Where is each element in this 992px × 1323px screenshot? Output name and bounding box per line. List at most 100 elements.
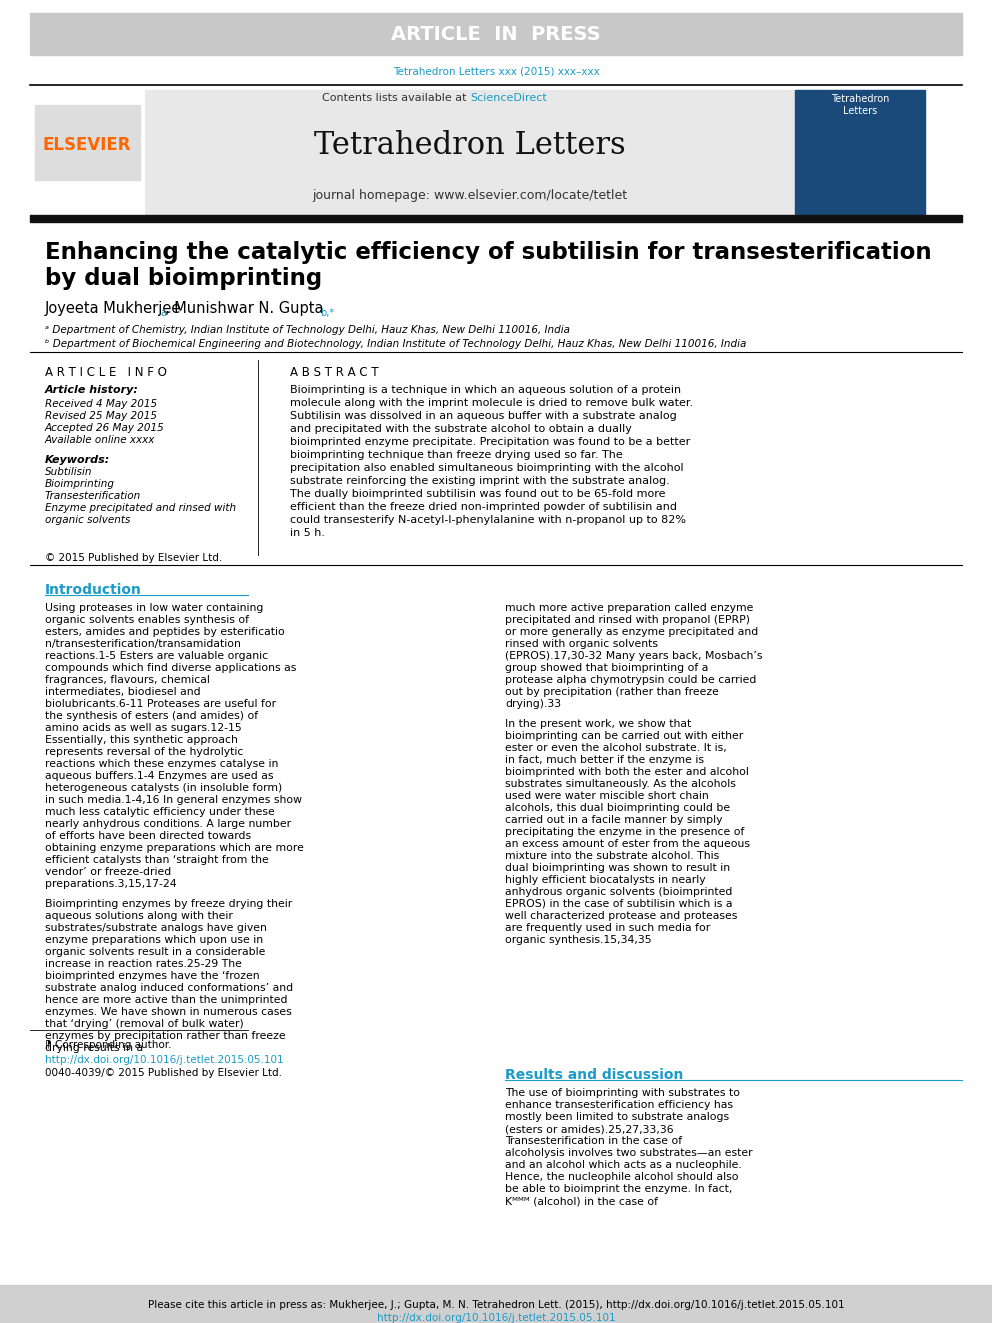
Text: mixture into the substrate alcohol. This: mixture into the substrate alcohol. This [505,851,719,861]
Text: or more generally as enzyme precipitated and: or more generally as enzyme precipitated… [505,627,758,636]
Text: that ‘drying’ (removal of bulk water): that ‘drying’ (removal of bulk water) [45,1019,244,1029]
Text: the synthesis of esters (and amides) of: the synthesis of esters (and amides) of [45,710,258,721]
Text: are frequently used in such media for: are frequently used in such media for [505,923,710,933]
Text: Subtilisin was dissolved in an aqueous buffer with a substrate analog: Subtilisin was dissolved in an aqueous b… [290,411,677,421]
Text: Article history:: Article history: [45,385,139,396]
Bar [145,90,795,216]
Bar [30,13,962,56]
Text: of efforts have been directed towards: of efforts have been directed towards [45,831,251,841]
Text: dual bioimprinting was shown to result in: dual bioimprinting was shown to result i… [505,863,730,873]
Text: substrates/substrate analogs have given: substrates/substrate analogs have given [45,923,267,933]
Text: reactions.1-5 Esters are valuable organic: reactions.1-5 Esters are valuable organi… [45,651,268,662]
Text: ᵃ Department of Chemistry, Indian Institute of Technology Delhi, Hauz Khas, New : ᵃ Department of Chemistry, Indian Instit… [45,325,570,335]
Text: Enzyme precipitated and rinsed with: Enzyme precipitated and rinsed with [45,503,236,513]
Text: Revised 25 May 2015: Revised 25 May 2015 [45,411,157,421]
Text: much less catalytic efficiency under these: much less catalytic efficiency under the… [45,807,275,818]
Text: mostly been limited to substrate analogs: mostly been limited to substrate analogs [505,1113,729,1122]
Text: drying results in a: drying results in a [45,1043,143,1053]
Text: alcohols, this dual bioimprinting could be: alcohols, this dual bioimprinting could … [505,803,730,814]
Text: in such media.1-4,16 In general enzymes show: in such media.1-4,16 In general enzymes … [45,795,302,804]
Text: be able to bioimprint the enzyme. In fact,: be able to bioimprint the enzyme. In fac… [505,1184,732,1193]
Text: increase in reaction rates.25-29 The: increase in reaction rates.25-29 The [45,959,242,968]
Text: ᵇ Department of Biochemical Engineering and Biotechnology, Indian Institute of T: ᵇ Department of Biochemical Engineering … [45,339,746,349]
Text: rinsed with organic solvents: rinsed with organic solvents [505,639,658,650]
Text: organic synthesis.15,34,35: organic synthesis.15,34,35 [505,935,652,945]
Text: substrate reinforcing the existing imprint with the substrate analog.: substrate reinforcing the existing impri… [290,476,670,486]
Text: Bioimprinting is a technique in which an aqueous solution of a protein: Bioimprinting is a technique in which an… [290,385,682,396]
Text: enzyme preparations which upon use in: enzyme preparations which upon use in [45,935,263,945]
Text: Bioimprinting enzymes by freeze drying their: Bioimprinting enzymes by freeze drying t… [45,900,293,909]
Text: carried out in a facile manner by simply: carried out in a facile manner by simply [505,815,722,826]
Text: A B S T R A C T: A B S T R A C T [290,365,379,378]
Text: drying).33: drying).33 [505,699,561,709]
Text: Kᴹᴹᴹ (alcohol) in the case of: Kᴹᴹᴹ (alcohol) in the case of [505,1196,658,1207]
Text: nearly anhydrous conditions. A large number: nearly anhydrous conditions. A large num… [45,819,291,830]
Text: Contents lists available at: Contents lists available at [322,93,470,103]
Text: Please cite this article in press as: Mukherjee, J.; Gupta, M. N. Tetrahedron Le: Please cite this article in press as: Mu… [148,1301,844,1310]
Text: much more active preparation called enzyme: much more active preparation called enzy… [505,603,753,613]
Text: A R T I C L E   I N F O: A R T I C L E I N F O [45,365,167,378]
Bar [35,105,140,180]
Text: http://dx.doi.org/10.1016/j.tetlet.2015.05.101: http://dx.doi.org/10.1016/j.tetlet.2015.… [45,1054,284,1065]
Text: n/transesterification/transamidation: n/transesterification/transamidation [45,639,241,650]
Text: Tetrahedron Letters: Tetrahedron Letters [314,130,626,160]
Text: amino acids as well as sugars.12-15: amino acids as well as sugars.12-15 [45,722,242,733]
Text: (EPROS).17,30-32 Many years back, Mosbach’s: (EPROS).17,30-32 Many years back, Mosbac… [505,651,763,662]
Text: in 5 h.: in 5 h. [290,528,325,538]
Text: The dually bioimprinted subtilisin was found out to be 65-fold more: The dually bioimprinted subtilisin was f… [290,490,666,499]
Text: compounds which find diverse applications as: compounds which find diverse application… [45,663,297,673]
Text: , Munishwar N. Gupta: , Munishwar N. Gupta [165,300,323,315]
Text: hence are more active than the unimprinted: hence are more active than the unimprint… [45,995,288,1005]
Text: reactions which these enzymes catalyse in: reactions which these enzymes catalyse i… [45,759,279,769]
Text: precipitating the enzyme in the presence of: precipitating the enzyme in the presence… [505,827,744,837]
Text: substrate analog induced conformations’ and: substrate analog induced conformations’ … [45,983,293,994]
Text: bioimprinted with both the ester and alcohol: bioimprinted with both the ester and alc… [505,767,749,777]
Text: Introduction: Introduction [45,583,142,597]
Text: organic solvents result in a considerable: organic solvents result in a considerabl… [45,947,266,957]
Text: preparations.3,15,17-24: preparations.3,15,17-24 [45,878,177,889]
Text: ⁋ Corresponding author.: ⁋ Corresponding author. [45,1040,172,1050]
Text: fragrances, flavours, chemical: fragrances, flavours, chemical [45,675,210,685]
Text: molecule along with the imprint molecule is dried to remove bulk water.: molecule along with the imprint molecule… [290,398,693,407]
Text: a: a [160,308,166,318]
Bar [30,90,145,216]
Bar [795,90,925,216]
Text: heterogeneous catalysts (in insoluble form): heterogeneous catalysts (in insoluble fo… [45,783,283,792]
Text: ARTICLE  IN  PRESS: ARTICLE IN PRESS [391,25,601,44]
Text: enzymes by precipitation rather than freeze: enzymes by precipitation rather than fre… [45,1031,286,1041]
Text: represents reversal of the hydrolytic: represents reversal of the hydrolytic [45,747,243,757]
Text: in fact, much better if the enzyme is: in fact, much better if the enzyme is [505,755,704,765]
Text: Using proteases in low water containing: Using proteases in low water containing [45,603,263,613]
Text: used were water miscible short chain: used were water miscible short chain [505,791,708,800]
Text: aqueous buffers.1-4 Enzymes are used as: aqueous buffers.1-4 Enzymes are used as [45,771,274,781]
Text: could transesterify N-acetyl-l-phenylalanine with n-propanol up to 82%: could transesterify N-acetyl-l-phenylala… [290,515,686,525]
Bar [0,1285,992,1323]
Text: Hence, the nucleophile alcohol should also: Hence, the nucleophile alcohol should al… [505,1172,738,1181]
Text: bioimprinting can be carried out with either: bioimprinting can be carried out with ei… [505,732,743,741]
Text: bioimprinted enzymes have the ‘frozen: bioimprinted enzymes have the ‘frozen [45,971,260,980]
Text: Essentially, this synthetic approach: Essentially, this synthetic approach [45,736,238,745]
Text: Available online xxxx: Available online xxxx [45,435,156,445]
Text: organic solvents enables synthesis of: organic solvents enables synthesis of [45,615,249,624]
Text: Joyeeta Mukherjee: Joyeeta Mukherjee [45,300,182,315]
Text: b,*: b,* [320,308,334,318]
Text: ELSEVIER: ELSEVIER [43,136,131,153]
Text: and an alcohol which acts as a nucleophile.: and an alcohol which acts as a nucleophi… [505,1160,742,1170]
Text: journal homepage: www.elsevier.com/locate/tetlet: journal homepage: www.elsevier.com/locat… [312,188,628,201]
Text: vendor’ or freeze-dried: vendor’ or freeze-dried [45,867,172,877]
Text: In the present work, we show that: In the present work, we show that [505,718,691,729]
Text: and precipitated with the substrate alcohol to obtain a dually: and precipitated with the substrate alco… [290,423,632,434]
Text: © 2015 Published by Elsevier Ltd.: © 2015 Published by Elsevier Ltd. [45,553,222,564]
Text: Subtilisin: Subtilisin [45,467,92,478]
Text: efficient than the freeze dried non-imprinted powder of subtilisin and: efficient than the freeze dried non-impr… [290,501,677,512]
Text: substrates simultaneously. As the alcohols: substrates simultaneously. As the alcoho… [505,779,736,789]
Text: bioimprinting technique than freeze drying used so far. The: bioimprinting technique than freeze dryi… [290,450,623,460]
Text: Tetrahedron
Letters: Tetrahedron Letters [831,94,889,116]
Text: Results and discussion: Results and discussion [505,1068,683,1082]
Text: organic solvents: organic solvents [45,515,130,525]
Text: ester or even the alcohol substrate. It is,: ester or even the alcohol substrate. It … [505,744,727,753]
Text: Tetrahedron Letters xxx (2015) xxx–xxx: Tetrahedron Letters xxx (2015) xxx–xxx [393,67,599,77]
Text: anhydrous organic solvents (bioimprinted: anhydrous organic solvents (bioimprinted [505,886,732,897]
Text: well characterized protease and proteases: well characterized protease and protease… [505,912,737,921]
Text: precipitation also enabled simultaneous bioimprinting with the alcohol: precipitation also enabled simultaneous … [290,463,683,474]
